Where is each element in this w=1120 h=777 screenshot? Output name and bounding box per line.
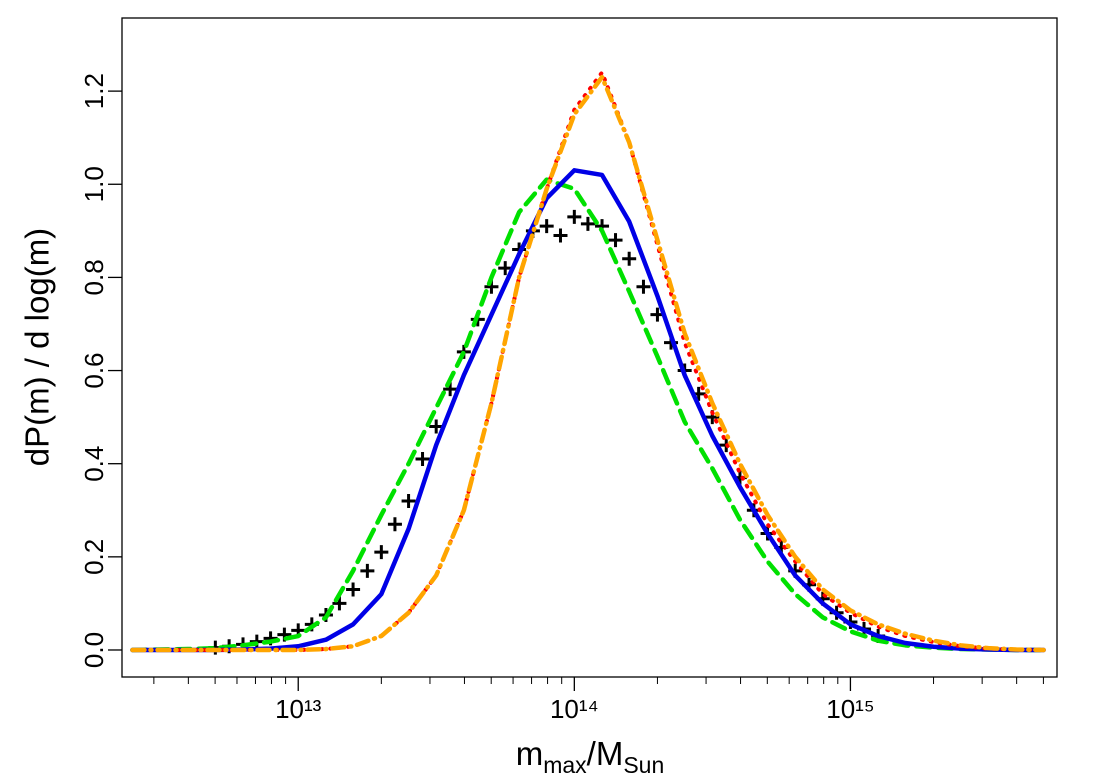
y-tick-label: 1.2 (79, 73, 109, 109)
y-tick-label: 0.8 (79, 259, 109, 295)
plus-marker (346, 582, 361, 597)
plot-area (130, 70, 1046, 655)
plus-marker (608, 233, 623, 248)
plus-marker (498, 261, 513, 276)
x-title-part: m (516, 735, 544, 772)
x-tick-label: 10¹³ (275, 694, 322, 724)
plus-marker (401, 493, 416, 508)
plot-frame (121, 17, 1058, 678)
plus-marker (553, 228, 568, 243)
plus-marker (622, 251, 637, 266)
series-line (130, 70, 1046, 652)
plus-marker (332, 596, 347, 611)
series-line (130, 177, 1046, 653)
plus-marker (567, 209, 582, 224)
plus-marker (539, 219, 554, 234)
plus-marker (429, 419, 444, 434)
x-title-part: Sun (623, 752, 664, 777)
plus-marker (580, 216, 595, 231)
x-title-part: / (587, 735, 597, 772)
y-tick-label: 1.0 (79, 166, 109, 202)
plus-marker (415, 452, 430, 467)
y-axis-title: dP(m) / d log(m) (19, 228, 56, 466)
y-tick-label: 0.0 (79, 632, 109, 668)
y-tick-label: 0.4 (79, 446, 109, 482)
x-title-part: M (596, 735, 624, 772)
x-title-part: max (543, 752, 587, 777)
x-tick-label: 10¹⁴ (550, 694, 599, 724)
series-line (130, 168, 1046, 653)
plus-marker (374, 545, 389, 560)
plus-marker (636, 279, 651, 294)
y-tick-label: 0.6 (79, 352, 109, 388)
x-tick-label: 10¹⁵ (826, 694, 874, 724)
plus-marker (360, 563, 375, 578)
x-axis-title: mmax/MSun (516, 735, 665, 777)
plus-marker (387, 517, 402, 532)
y-tick-label: 0.2 (79, 539, 109, 575)
series-line (130, 74, 1046, 653)
